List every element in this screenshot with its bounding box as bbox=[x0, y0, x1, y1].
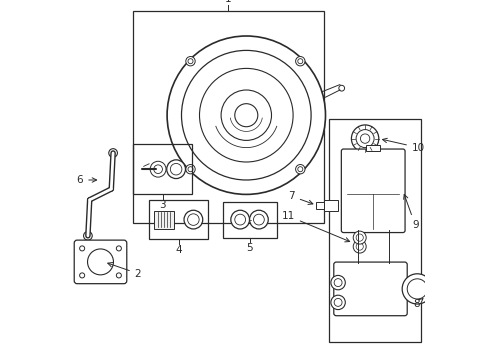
Circle shape bbox=[295, 165, 305, 174]
Circle shape bbox=[183, 210, 203, 229]
Text: 1: 1 bbox=[224, 0, 231, 4]
Circle shape bbox=[330, 295, 345, 310]
Text: 8: 8 bbox=[412, 298, 422, 309]
Circle shape bbox=[108, 149, 117, 157]
Circle shape bbox=[351, 125, 378, 152]
FancyBboxPatch shape bbox=[341, 149, 404, 233]
Circle shape bbox=[116, 273, 121, 278]
Bar bbox=[154, 211, 174, 229]
FancyBboxPatch shape bbox=[74, 240, 126, 284]
Circle shape bbox=[80, 246, 84, 251]
Text: 7: 7 bbox=[288, 191, 312, 204]
Circle shape bbox=[330, 275, 345, 290]
Circle shape bbox=[352, 231, 366, 244]
Bar bbox=[133, 144, 192, 194]
Bar bbox=[328, 119, 420, 342]
Bar bbox=[323, 200, 337, 211]
Bar bbox=[365, 145, 380, 151]
FancyBboxPatch shape bbox=[333, 262, 407, 316]
Bar bbox=[316, 202, 324, 209]
Text: 9: 9 bbox=[403, 194, 418, 230]
Circle shape bbox=[185, 57, 195, 66]
Circle shape bbox=[166, 160, 185, 179]
Text: 6: 6 bbox=[77, 175, 97, 185]
Circle shape bbox=[185, 165, 195, 174]
Circle shape bbox=[338, 85, 344, 91]
Text: 5: 5 bbox=[246, 243, 253, 253]
Circle shape bbox=[80, 273, 84, 278]
Text: 3: 3 bbox=[159, 200, 165, 210]
Circle shape bbox=[83, 231, 92, 240]
Circle shape bbox=[352, 240, 366, 253]
Text: 2: 2 bbox=[107, 262, 141, 279]
Circle shape bbox=[295, 57, 305, 66]
Circle shape bbox=[230, 210, 249, 229]
Text: 11: 11 bbox=[281, 211, 349, 242]
Circle shape bbox=[150, 161, 166, 177]
Circle shape bbox=[116, 246, 121, 251]
Circle shape bbox=[249, 210, 268, 229]
Bar bbox=[223, 202, 276, 238]
Text: 4: 4 bbox=[175, 245, 182, 255]
Text: 10: 10 bbox=[382, 138, 424, 153]
Circle shape bbox=[167, 36, 325, 194]
Circle shape bbox=[401, 274, 431, 304]
Bar bbox=[133, 11, 323, 223]
Bar bbox=[149, 200, 208, 239]
